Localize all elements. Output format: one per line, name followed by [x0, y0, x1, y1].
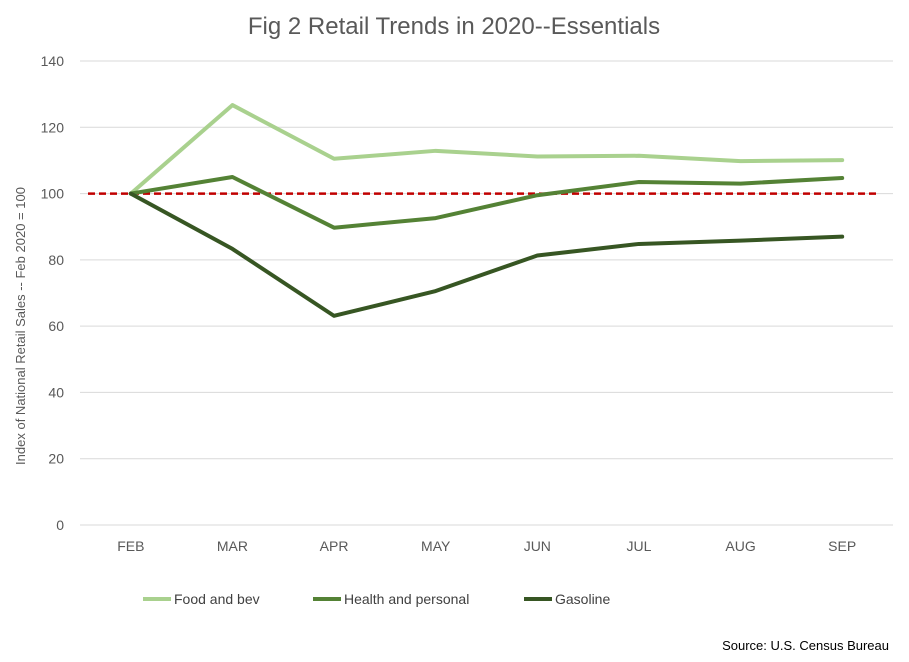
y-tick-label: 20 [48, 451, 64, 467]
y-tick-label: 80 [48, 252, 64, 268]
x-tick-label: FEB [117, 538, 144, 554]
x-tick-label: MAY [421, 538, 451, 554]
x-tick-label: AUG [725, 538, 755, 554]
y-tick-label: 40 [48, 384, 64, 400]
y-tick-label: 140 [41, 53, 65, 69]
series-line-food-and-bev [128, 103, 845, 196]
y-axis-title: Index of National Retail Sales -- Feb 20… [13, 187, 28, 465]
x-tick-label: MAR [217, 538, 248, 554]
x-tick-label: APR [320, 538, 349, 554]
legend-label: Health and personal [344, 591, 469, 607]
y-tick-label: 0 [56, 517, 64, 533]
series-line-health-and-personal [128, 175, 845, 230]
x-tick-label: JUN [524, 538, 551, 554]
series-line-gasoline [128, 191, 845, 318]
x-tick-label: JUL [626, 538, 651, 554]
x-axis-ticks: FEB MAR APR MAY JUN JUL AUG SEP [117, 538, 856, 554]
y-axis-ticks: 0 20 40 60 80 100 120 140 [41, 53, 65, 533]
legend-label: Gasoline [555, 591, 610, 607]
legend: Food and bev Health and personal Gasoline [143, 591, 610, 607]
series-lines [128, 103, 845, 318]
source-note: Source: U.S. Census Bureau [722, 638, 889, 653]
y-tick-label: 120 [41, 119, 65, 135]
y-tick-label: 60 [48, 318, 64, 334]
x-tick-label: SEP [828, 538, 856, 554]
y-tick-label: 100 [41, 186, 65, 202]
legend-label: Food and bev [174, 591, 260, 607]
chart-title: Fig 2 Retail Trends in 2020--Essentials [248, 13, 660, 40]
